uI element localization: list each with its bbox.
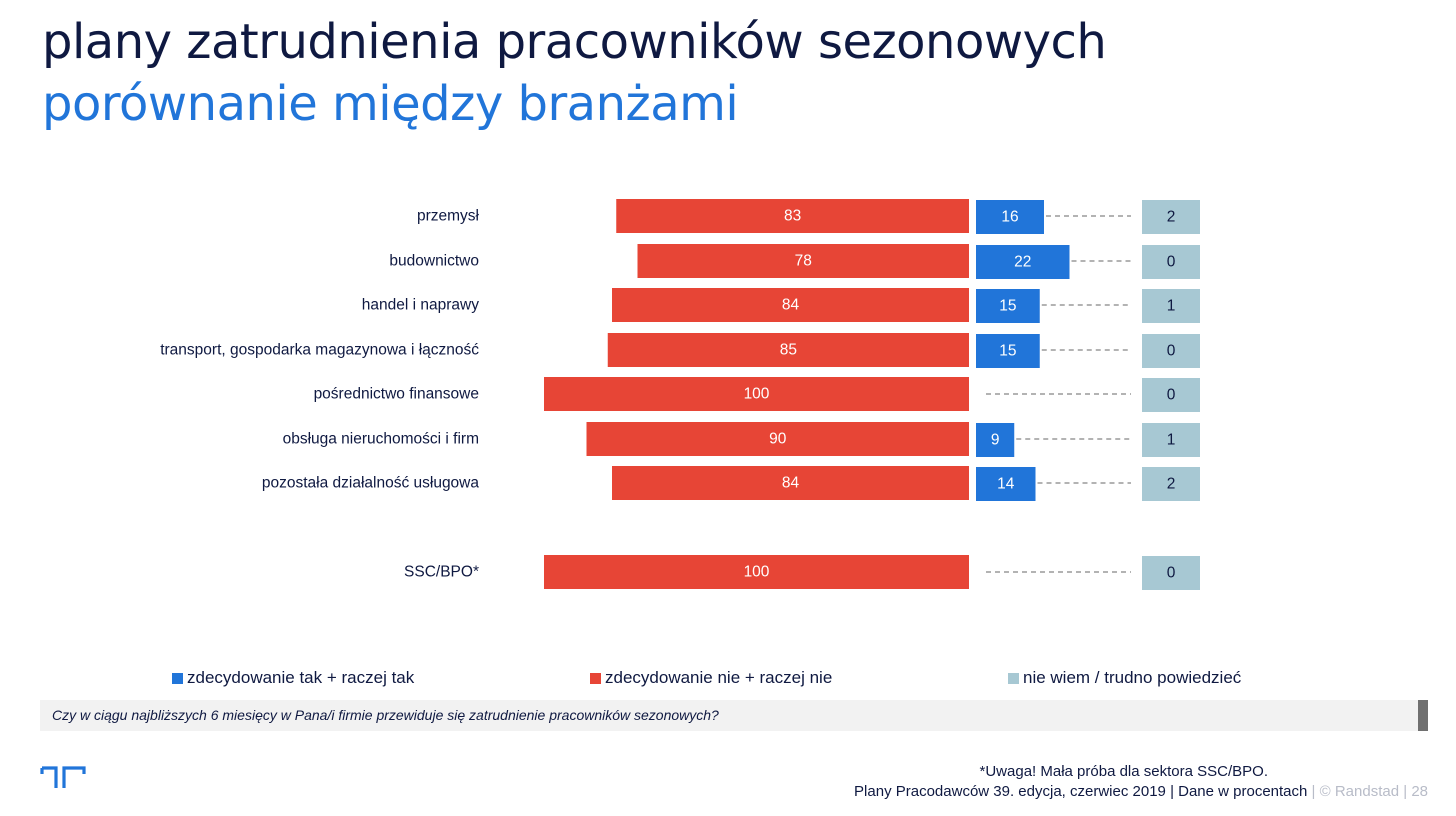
data-label-no: 84 — [782, 475, 800, 492]
chart-legend: zdecydowanie tak + raczej tak zdecydowan… — [0, 668, 1456, 692]
bar-yes — [976, 245, 1070, 279]
randstad-logo-icon — [40, 766, 86, 788]
data-label-dont-know: 0 — [1167, 565, 1176, 582]
bar-dont-know — [1142, 378, 1200, 412]
data-label-no: 90 — [769, 431, 787, 448]
bar-no — [544, 377, 969, 411]
data-unit-text: | Dane w procentach — [1170, 783, 1308, 800]
legend-label-no: zdecydowanie nie + raczej nie — [605, 668, 833, 687]
page-title: plany zatrudnienia pracowników sezonowyc… — [42, 14, 1107, 70]
legend-swatch-yes — [172, 672, 183, 684]
data-label-yes: 9 — [991, 432, 1000, 449]
data-label-dont-know: 0 — [1167, 254, 1176, 271]
bar-no — [612, 288, 969, 322]
bar-dont-know — [1142, 200, 1200, 234]
category-label: transport, gospodarka magazynowa i łączn… — [160, 342, 479, 359]
footer-separator: | — [1311, 783, 1316, 800]
data-label-yes: 14 — [997, 476, 1015, 493]
bar-no — [612, 466, 969, 500]
legend-swatch-dont-know — [1008, 672, 1019, 684]
question-box-edge — [1418, 700, 1428, 731]
data-label-dont-know: 0 — [1167, 387, 1176, 404]
data-label-dont-know: 0 — [1167, 343, 1176, 360]
bar-dont-know — [1142, 556, 1200, 590]
data-label-yes: 16 — [1001, 209, 1018, 226]
data-label-no: 78 — [795, 253, 812, 270]
bar-dont-know — [1142, 245, 1200, 279]
bar-no — [544, 555, 969, 589]
survey-question-text: Czy w ciągu najbliższych 6 miesięcy w Pa… — [52, 707, 719, 723]
data-label-dont-know: 2 — [1167, 476, 1176, 493]
sample-size-note: *Uwaga! Mała próba dla sektora SSC/BPO. — [979, 763, 1268, 780]
bar-no — [586, 422, 969, 456]
legend-label-yes: zdecydowanie tak + raczej tak — [187, 668, 415, 687]
data-label-no: 100 — [744, 386, 770, 403]
data-label-dont-know: 1 — [1167, 432, 1176, 449]
category-label: pozostała działalność usługowa — [262, 475, 480, 492]
source-text: Plany Pracodawców 39. edycja, czerwiec 2… — [854, 783, 1166, 800]
data-label-dont-know: 2 — [1167, 209, 1176, 226]
bar-no — [616, 199, 969, 233]
data-label-no: 84 — [782, 297, 800, 314]
page-subtitle: porównanie między branżami — [42, 76, 739, 132]
page-footer: Plany Pracodawców 39. edycja, czerwiec 2… — [854, 783, 1428, 800]
bar-yes — [976, 467, 1036, 501]
bar-dont-know — [1142, 467, 1200, 501]
bar-no — [607, 333, 969, 367]
category-label: pośrednictwo finansowe — [314, 386, 479, 403]
legend-item-yes: zdecydowanie tak + raczej tak — [172, 668, 414, 688]
legend-label-dont-know: nie wiem / trudno powiedzieć — [1023, 668, 1242, 687]
bar-yes — [976, 334, 1040, 368]
category-label: budownictwo — [389, 253, 479, 270]
data-label-yes: 15 — [999, 343, 1016, 360]
category-label: handel i naprawy — [362, 297, 479, 314]
data-label-yes: 22 — [1014, 254, 1031, 271]
diverging-bar-chart: przemysł 83 16 2 budownictwo 78 22 0 handel i na… — [160, 199, 1200, 590]
data-label-no: 83 — [784, 208, 801, 225]
data-label-no: 85 — [780, 342, 797, 359]
bar-no — [637, 244, 969, 278]
legend-item-no: zdecydowanie nie + raczej nie — [590, 668, 832, 688]
bar-yes — [976, 289, 1040, 323]
bar-yes — [976, 423, 1015, 457]
survey-question-box: Czy w ciągu najbliższych 6 miesięcy w Pa… — [40, 700, 1428, 731]
bar-dont-know — [1142, 289, 1200, 323]
footer-separator: | — [1403, 783, 1408, 800]
bar-yes — [976, 200, 1044, 234]
page-number: 28 — [1411, 783, 1428, 800]
category-label: obsługa nieruchomości i firm — [283, 431, 479, 448]
copyright-text: © Randstad — [1319, 783, 1400, 800]
legend-swatch-no — [590, 672, 601, 684]
category-label: przemysł — [417, 208, 480, 225]
data-label-no: 100 — [744, 564, 770, 581]
bar-dont-know — [1142, 423, 1200, 457]
category-label: SSC/BPO* — [404, 564, 479, 581]
data-label-yes: 15 — [999, 298, 1016, 315]
data-label-dont-know: 1 — [1167, 298, 1176, 315]
bar-dont-know — [1142, 334, 1200, 368]
legend-item-dont-know: nie wiem / trudno powiedzieć — [1008, 668, 1241, 688]
